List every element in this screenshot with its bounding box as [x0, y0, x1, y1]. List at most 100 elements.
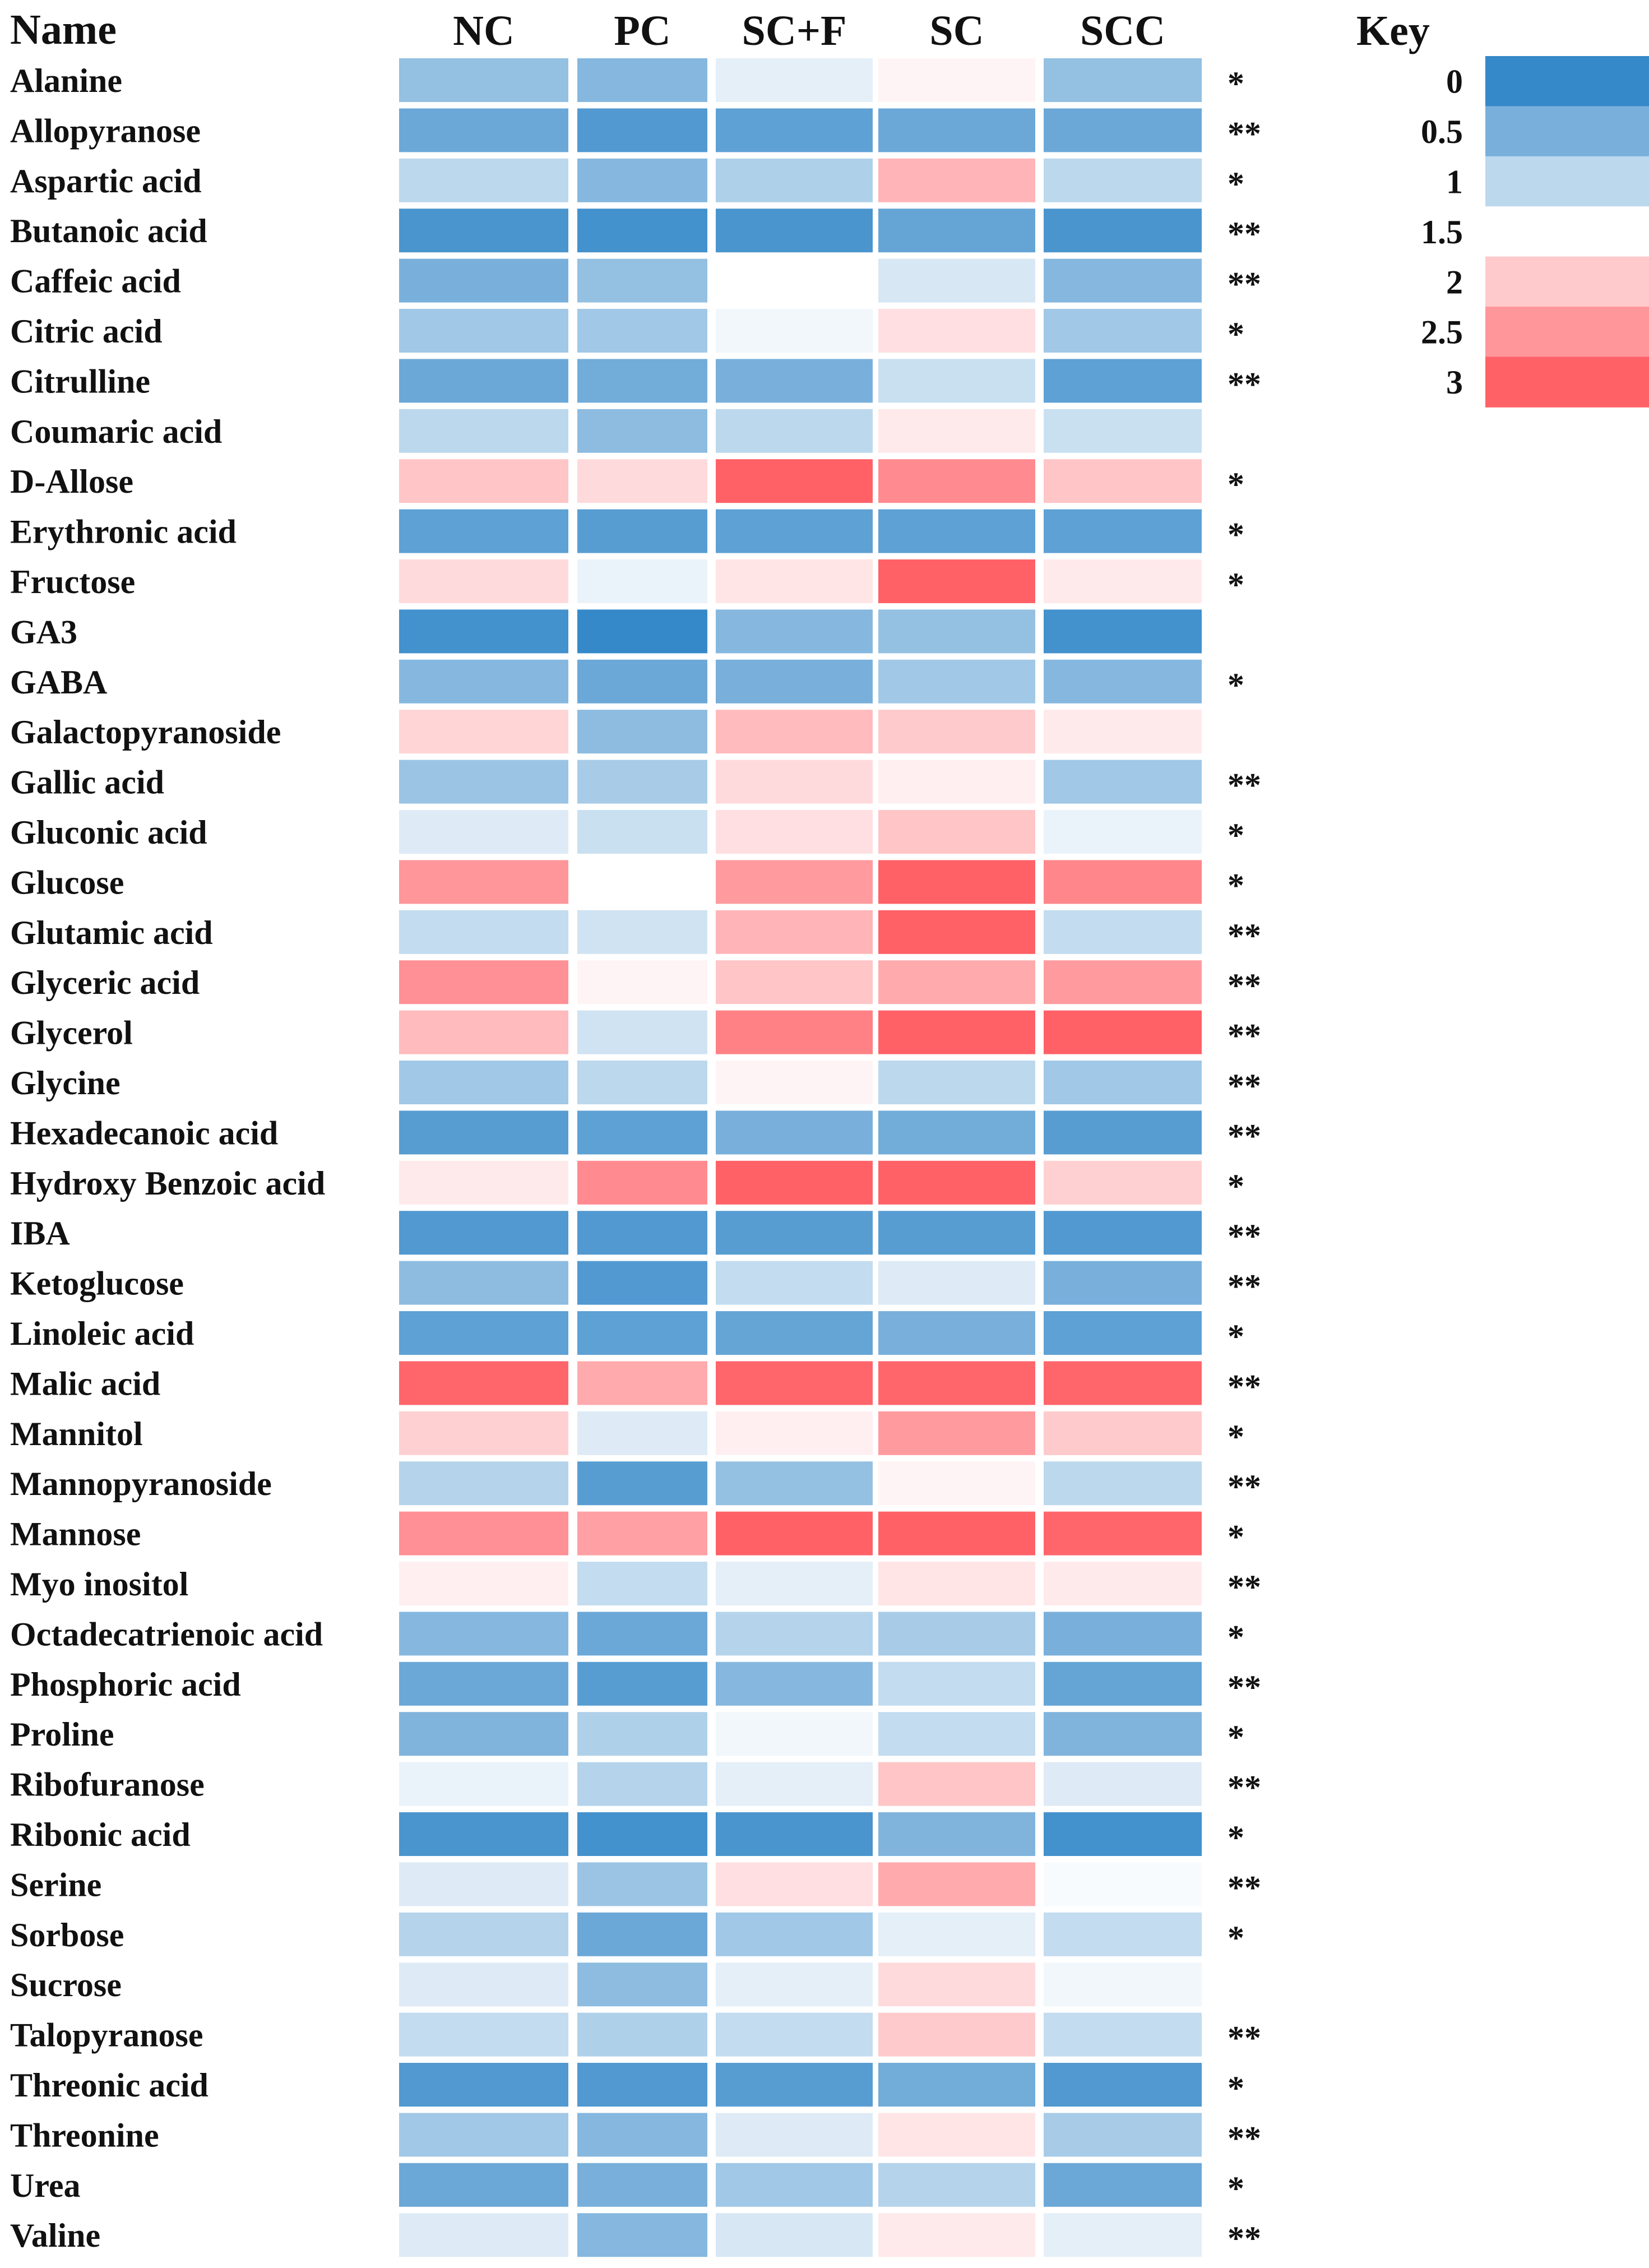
heatmap-cell — [878, 1010, 1035, 1054]
heatmap-row: D-Allose * — [10, 459, 1244, 503]
significance-marker: * — [1228, 2170, 1244, 2207]
heatmap-cell — [1044, 1862, 1202, 1906]
heatmap-cell — [399, 2063, 568, 2107]
heatmap-cell — [577, 1211, 707, 1255]
heatmap-cell — [399, 1010, 568, 1054]
significance-marker: ** — [1228, 917, 1261, 954]
heatmap-row: Serine ** — [10, 1862, 1261, 1906]
heatmap-cell — [716, 1461, 873, 1506]
row-label: Erythronic acid — [10, 513, 237, 550]
significance-marker: ** — [1228, 115, 1261, 152]
heatmap-row: Gallic acid ** — [10, 760, 1261, 804]
heatmap-cell — [716, 1862, 873, 1906]
heatmap-cell — [878, 1411, 1035, 1455]
heatmap-cell — [399, 1160, 568, 1205]
heatmap-cell — [716, 309, 873, 353]
heatmap-row: Galactopyranoside — [10, 710, 1202, 754]
key-label: 2 — [1446, 263, 1463, 300]
heatmap-cell — [878, 910, 1035, 954]
heatmap-row: Linoleic acid * — [10, 1311, 1244, 1355]
heatmap-cell — [1044, 1211, 1202, 1255]
heatmap-cell — [577, 258, 707, 303]
heatmap-cell — [716, 108, 873, 152]
heatmap-row: Mannose * — [10, 1511, 1244, 1556]
heatmap-cell — [399, 2163, 568, 2207]
heatmap-cell — [577, 1361, 707, 1405]
heatmap-row: Ribofuranose ** — [10, 1762, 1261, 1806]
heatmap-cell — [878, 409, 1035, 453]
heatmap-cell — [1044, 1962, 1202, 2007]
heatmap-cell — [716, 1912, 873, 1956]
heatmap-cell — [716, 860, 873, 904]
heatmap-cell — [716, 710, 873, 754]
heatmap-cell — [1044, 1612, 1202, 1656]
row-label: Butanoic acid — [10, 212, 207, 249]
heatmap-cell — [1044, 910, 1202, 954]
heatmap-cell — [577, 359, 707, 403]
significance-marker: * — [1228, 1719, 1244, 1756]
key-swatch — [1485, 106, 1649, 157]
heatmap-cell — [577, 559, 707, 603]
heatmap-cell — [716, 1612, 873, 1656]
heatmap-cell — [878, 459, 1035, 503]
heatmap-cell — [577, 910, 707, 954]
column-headers: NC PC SC+F SC SCC — [453, 7, 1165, 54]
row-label: Ketoglucose — [10, 1265, 184, 1302]
heatmap-cell — [577, 659, 707, 703]
heatmap-cell — [577, 810, 707, 854]
heatmap-row: Allopyranose ** — [10, 108, 1261, 152]
significance-marker: * — [1228, 1519, 1244, 1556]
heatmap-cell — [399, 1411, 568, 1455]
heatmap-cell — [1044, 559, 1202, 603]
column-header-sc-f: SC+F — [742, 7, 847, 54]
heatmap-cell — [577, 1461, 707, 1506]
significance-marker: ** — [1228, 1368, 1261, 1405]
heatmap-cell — [716, 509, 873, 553]
heatmap-cell — [878, 58, 1035, 102]
heatmap-cell — [399, 1110, 568, 1155]
heatmap-row: Phosphoric acid ** — [10, 1661, 1261, 1706]
heatmap-cell — [399, 1511, 568, 1556]
heatmap-cell — [577, 209, 707, 253]
row-label: Galactopyranoside — [10, 714, 281, 751]
heatmap-cell — [1044, 760, 1202, 804]
heatmap-cell — [577, 1712, 707, 1756]
heatmap-cell — [878, 1812, 1035, 1856]
heatmap-cell — [716, 2163, 873, 2207]
heatmap-cell — [1044, 258, 1202, 303]
key-swatch — [1485, 357, 1649, 408]
heatmap-cell — [878, 1211, 1035, 1255]
heatmap-cell — [577, 1411, 707, 1455]
heatmap-cell — [577, 108, 707, 152]
heatmap-cell — [716, 910, 873, 954]
significance-marker: * — [1228, 2070, 1244, 2107]
heatmap-cell — [1044, 459, 1202, 503]
heatmap-cell — [878, 1862, 1035, 1906]
heatmap-cell — [399, 459, 568, 503]
heatmap-cell — [878, 659, 1035, 703]
heatmap-cell — [399, 960, 568, 1005]
significance-marker: ** — [1228, 967, 1261, 1004]
heatmap-cell — [577, 1762, 707, 1806]
heatmap-cell — [1044, 659, 1202, 703]
heatmap-cell — [1044, 1562, 1202, 1605]
heatmap-cell — [716, 1160, 873, 1205]
heatmap-cell — [577, 1562, 707, 1605]
heatmap-row: Caffeic acid ** — [10, 258, 1261, 303]
key-title: Key — [1356, 7, 1430, 54]
heatmap-cell — [399, 710, 568, 754]
heatmap-row: Myo inositol ** — [10, 1562, 1261, 1605]
heatmap-cell — [716, 1211, 873, 1255]
heatmap-cell — [577, 459, 707, 503]
heatmap-cell — [878, 960, 1035, 1005]
significance-marker: ** — [1228, 2020, 1261, 2057]
row-label: Malic acid — [10, 1365, 160, 1402]
heatmap-cell — [878, 509, 1035, 553]
significance-marker: * — [1228, 1819, 1244, 1856]
color-key: 0 0.5 1 1.5 2 2.5 3 — [1421, 56, 1649, 408]
heatmap-row: Threonine ** — [10, 2113, 1261, 2157]
heatmap-cell — [399, 910, 568, 954]
significance-marker: ** — [1228, 1669, 1261, 1706]
row-label: Urea — [10, 2167, 81, 2204]
heatmap-row: Urea * — [10, 2163, 1244, 2207]
